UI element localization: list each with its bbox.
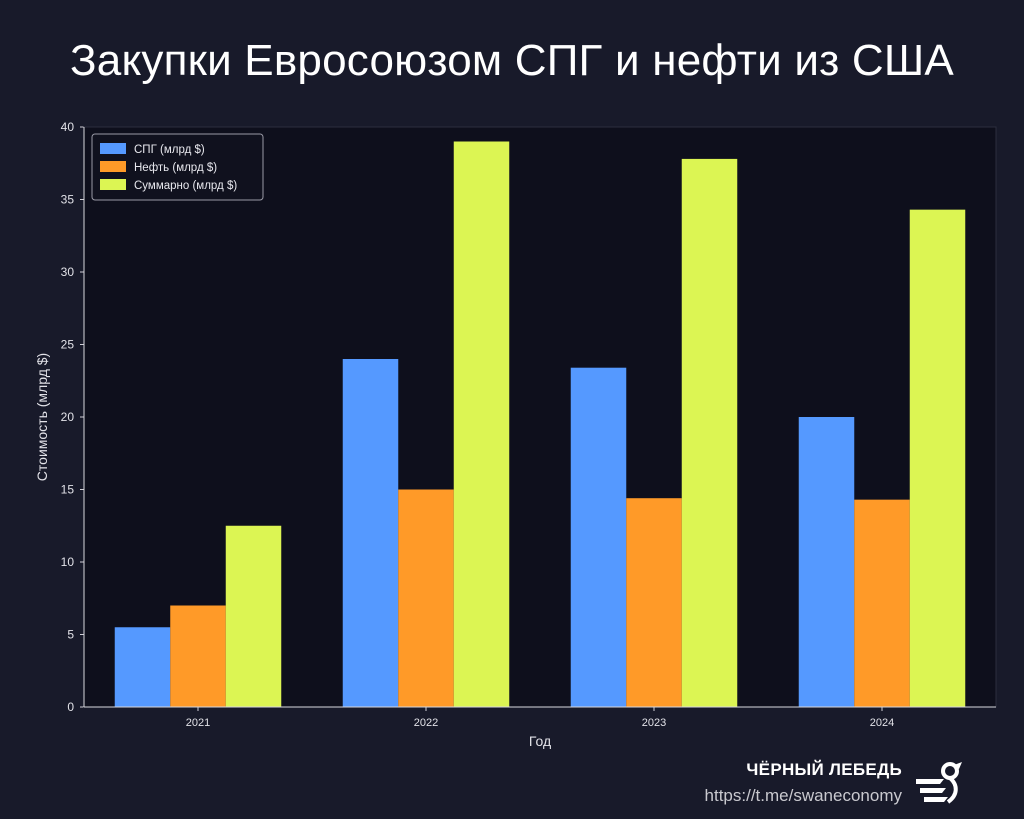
channel-link[interactable]: https://t.me/swaneconomy [704, 786, 902, 805]
bar-2023-1 [570, 367, 627, 707]
bar-2022-3 [453, 141, 510, 707]
legend-swatch-3 [100, 179, 126, 190]
bar-2023-3 [681, 158, 738, 707]
bar-2024-3 [909, 209, 966, 707]
legend-swatch-2 [100, 161, 126, 172]
y-tick-label: 10 [61, 555, 75, 569]
bar-2021-3 [225, 525, 282, 707]
bar-2021-2 [170, 605, 226, 707]
y-tick-label: 30 [61, 265, 75, 279]
swan-logo-icon [916, 762, 962, 804]
x-tick-label: 2023 [642, 717, 666, 729]
legend-swatch-1 [100, 143, 126, 154]
x-tick-label: 2022 [414, 717, 438, 729]
y-tick-label: 5 [67, 628, 74, 642]
bar-2024-2 [854, 499, 910, 707]
legend-label-2: Нефть (млрд $) [134, 162, 217, 174]
y-tick-label: 25 [61, 338, 75, 352]
y-tick-label: 40 [61, 120, 75, 134]
y-tick-label: 0 [67, 700, 74, 714]
legend-label-1: СПГ (млрд $) [134, 144, 205, 156]
y-tick-label: 35 [61, 193, 75, 207]
x-tick-label: 2024 [870, 717, 894, 729]
y-tick-label: 15 [61, 483, 75, 497]
y-tick-label: 20 [61, 410, 75, 424]
legend-label-3: Суммарно (млрд $) [134, 180, 237, 192]
bar-2021-1 [114, 627, 171, 707]
bar-2024-1 [798, 417, 855, 707]
y-axis-label: Стоимость (млрд $) [34, 353, 50, 481]
bar-2022-2 [398, 489, 454, 707]
x-tick-label: 2021 [186, 717, 210, 729]
page-title: Закупки Евросоюзом СПГ и нефти из США [70, 36, 954, 85]
legend-box [91, 133, 264, 201]
bar-2022-1 [342, 359, 399, 707]
bar-2023-2 [626, 498, 682, 707]
x-axis-label: Год [529, 733, 551, 749]
brand-name: ЧЁРНЫЙ ЛЕБЕДЬ [746, 760, 902, 779]
